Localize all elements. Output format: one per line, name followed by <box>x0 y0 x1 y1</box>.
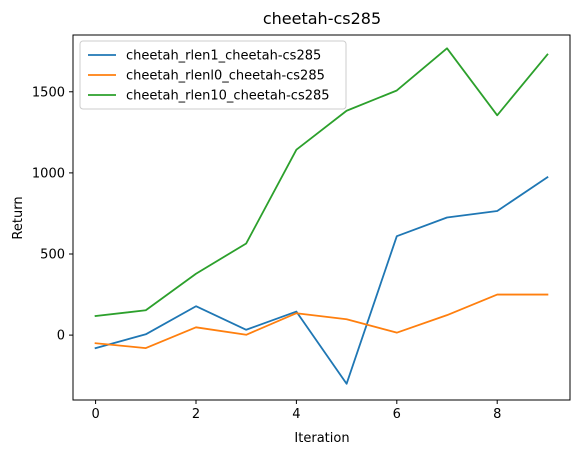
plot-area <box>94 47 549 385</box>
y-tick-label: 0 <box>57 329 65 344</box>
x-tick-label: 2 <box>192 407 200 422</box>
series-line-1 <box>94 176 549 385</box>
y-tick-label: 1000 <box>32 166 65 181</box>
series-line-3 <box>94 47 549 317</box>
legend-label: cheetah_rlen1_cheetah-cs285 <box>126 49 321 64</box>
legend-label: cheetah_rlen10_cheetah-cs285 <box>126 89 330 104</box>
x-tick-label: 4 <box>292 407 300 422</box>
y-axis: 0 500 1000 1500 <box>32 85 73 344</box>
legend: cheetah_rlen1_cheetah-cs285 cheetah_rlenl… <box>79 40 347 110</box>
chart-title: cheetah-cs285 <box>263 9 381 28</box>
x-tick-label: 8 <box>493 407 501 422</box>
x-tick-label: 6 <box>393 407 401 422</box>
y-tick-label: 1500 <box>32 85 65 100</box>
y-axis-label: Return <box>11 196 26 239</box>
plot-frame <box>72 34 571 401</box>
y-tick-label: 500 <box>40 248 65 263</box>
x-axis-label: Iteration <box>294 431 349 446</box>
series-line-2 <box>94 293 549 349</box>
x-axis: 0 2 4 6 8 <box>91 400 501 422</box>
legend-label: cheetah_rlenl0_cheetah-cs285 <box>126 69 325 84</box>
x-tick-label: 0 <box>91 407 99 422</box>
legend-box <box>79 40 347 110</box>
